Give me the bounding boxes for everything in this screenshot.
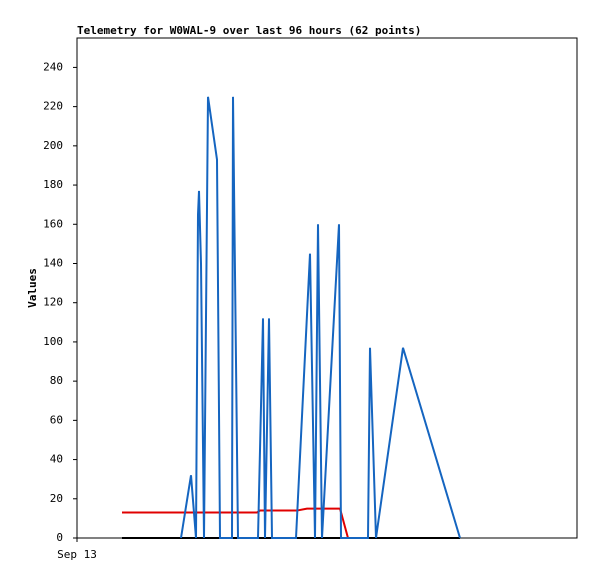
y-tick-label: 80 (50, 374, 63, 387)
y-tick-label: 140 (43, 256, 63, 269)
y-tick-label: 120 (43, 296, 63, 309)
y-tick-label: 60 (50, 413, 63, 426)
y-axis-label: Values (26, 268, 39, 308)
y-tick-label: 180 (43, 178, 63, 191)
y-tick-label: 240 (43, 60, 63, 73)
y-tick-label: 220 (43, 100, 63, 113)
series-line (180, 96, 461, 539)
y-tick-label: 100 (43, 335, 63, 348)
y-tick-label: 20 (50, 492, 63, 505)
y-tick-label: 40 (50, 453, 63, 466)
y-tick-label: 200 (43, 139, 63, 152)
y-tick-label: 160 (43, 217, 63, 230)
chart-title: Telemetry for W0WAL-9 over last 96 hours… (77, 24, 421, 37)
x-tick-label: Sep 13 (57, 548, 97, 561)
y-tick-label: 0 (56, 531, 63, 544)
